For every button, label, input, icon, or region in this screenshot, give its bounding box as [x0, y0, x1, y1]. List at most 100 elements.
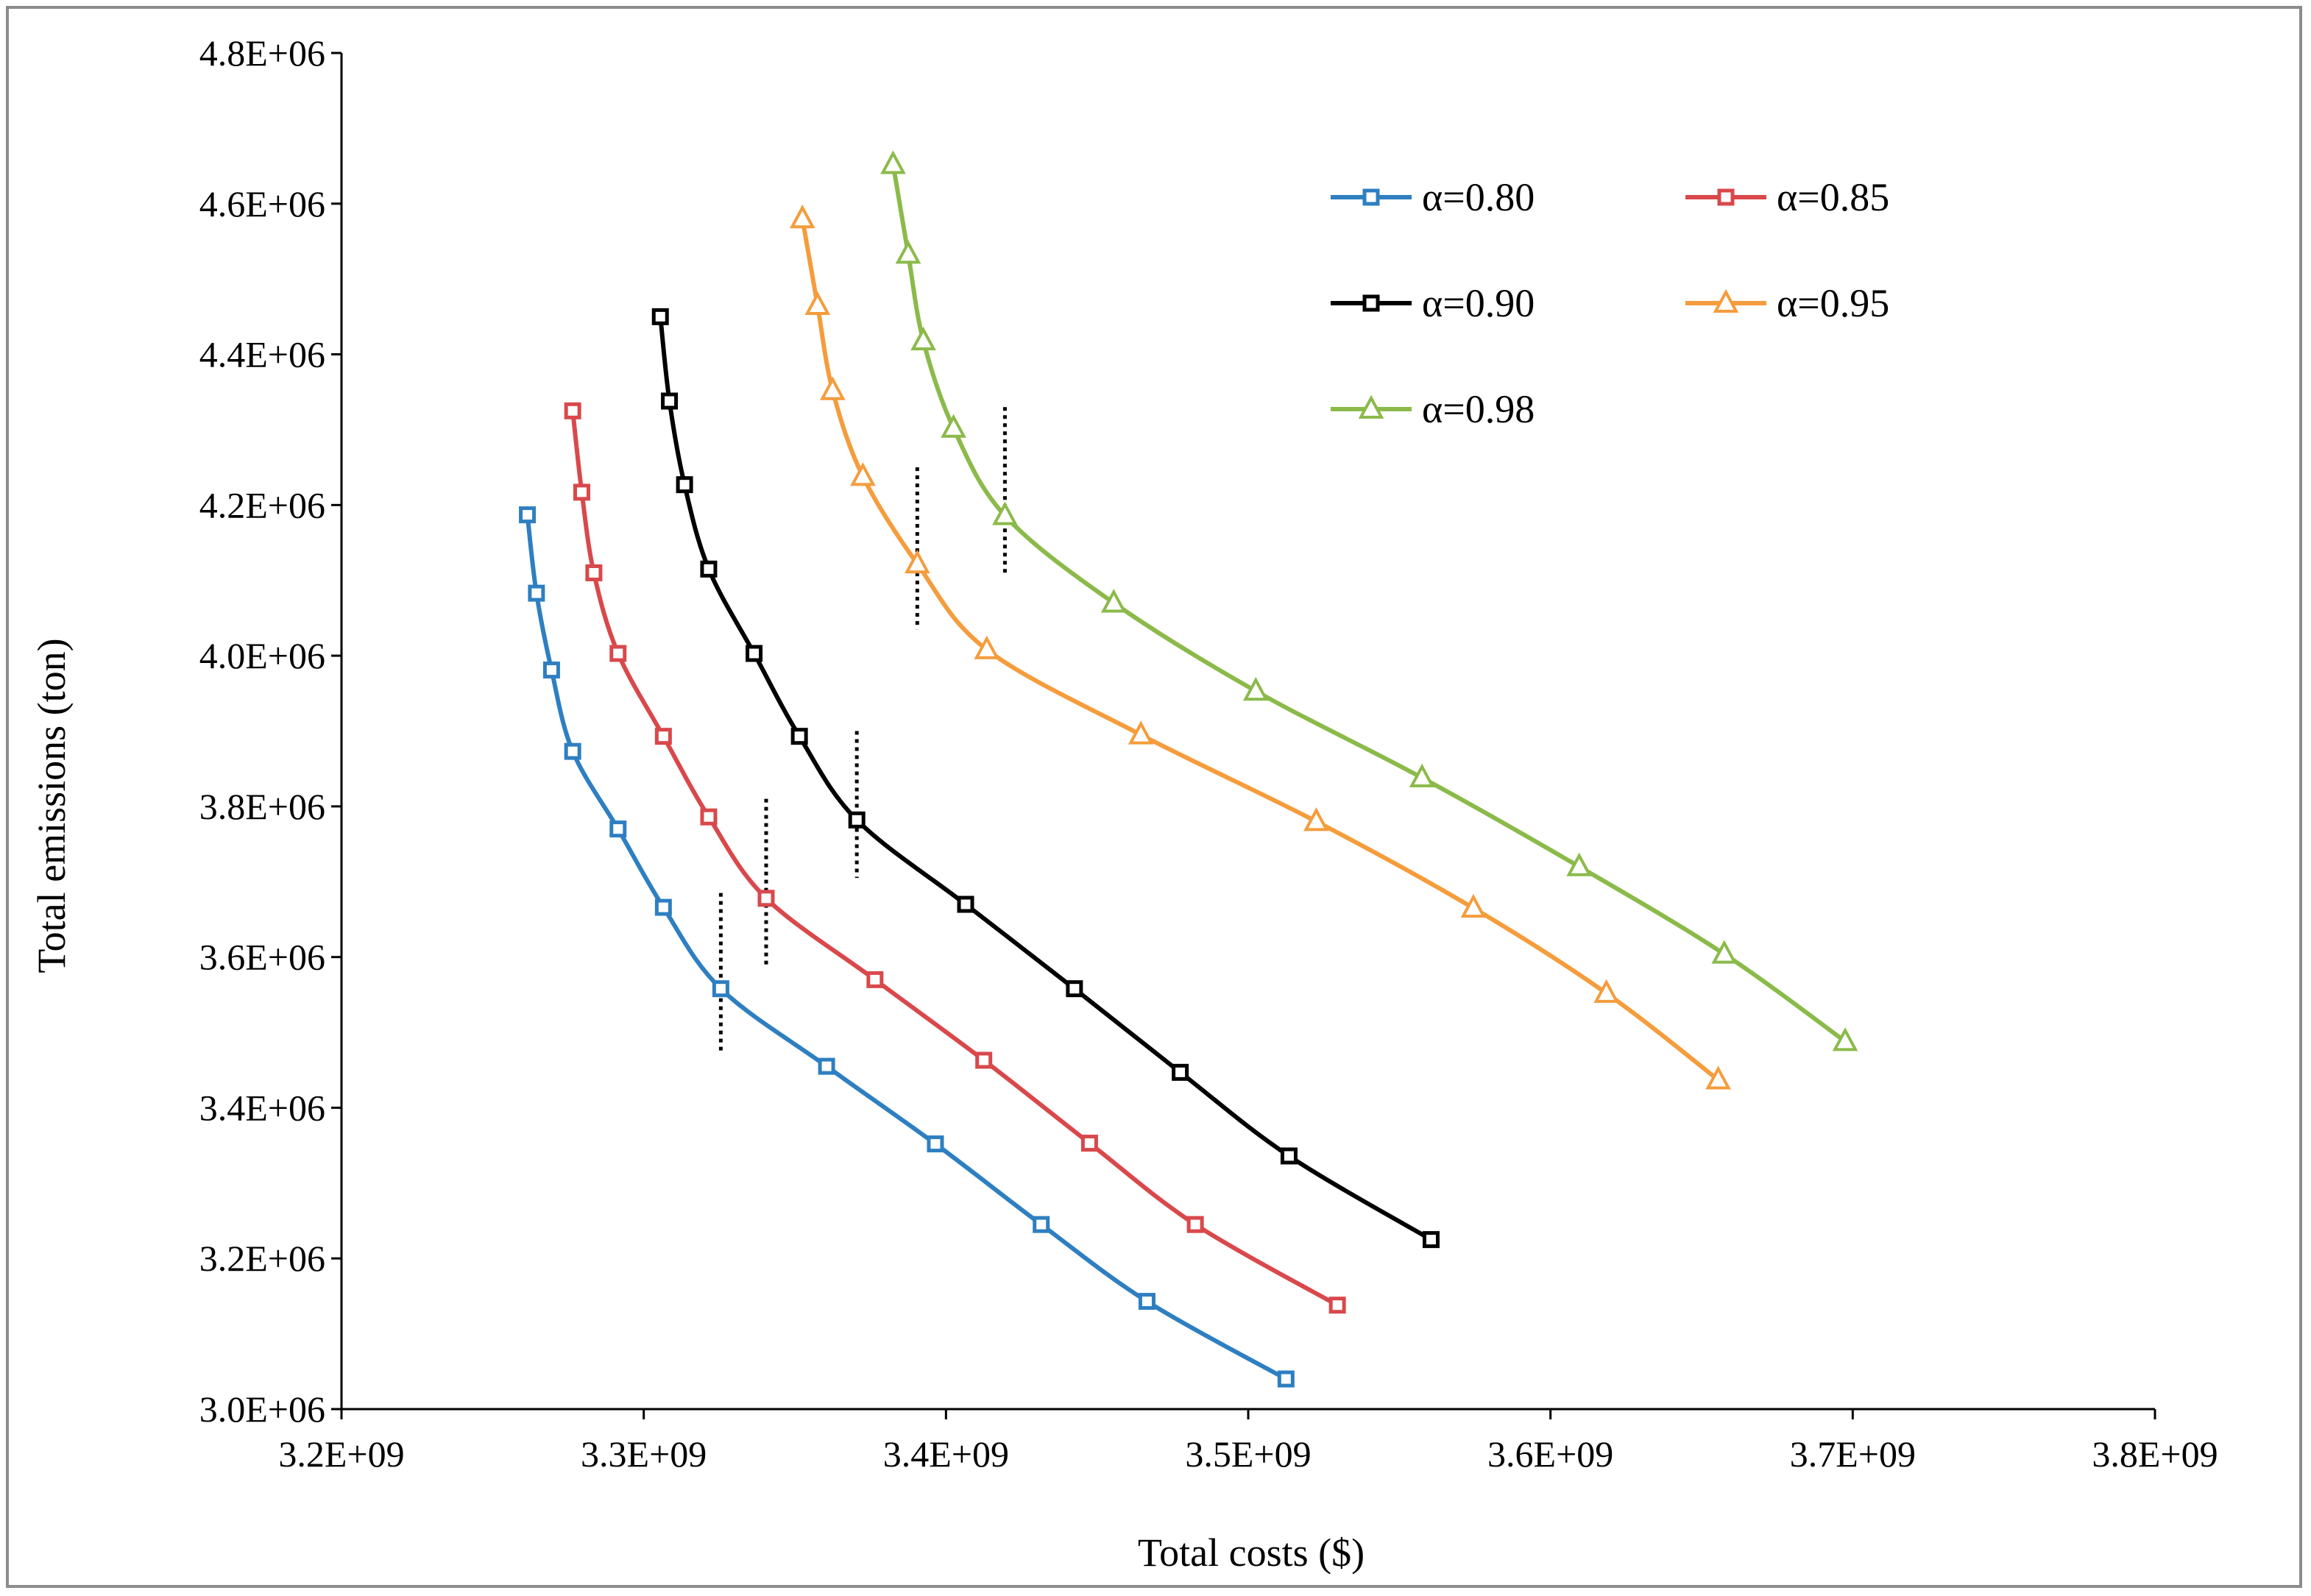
- series-layer: [519, 150, 1858, 1388]
- data-point: [1080, 1135, 1098, 1152]
- data-point: [904, 549, 930, 574]
- data-point: [850, 462, 876, 486]
- legend-item: α=0.80: [1331, 175, 1535, 219]
- data-point: [927, 1135, 944, 1153]
- data-point: [1593, 979, 1619, 1003]
- data-point: [1711, 940, 1738, 964]
- data-point: [700, 560, 718, 578]
- data-point: [746, 645, 763, 662]
- series-line: [658, 316, 1433, 1242]
- data-point: [1277, 1370, 1295, 1388]
- legend-label: α=0.80: [1422, 175, 1535, 219]
- data-point: [1303, 807, 1329, 831]
- legend-label: α=0.95: [1777, 281, 1889, 325]
- legend-label: α=0.85: [1777, 175, 1889, 219]
- x-tick-label: 3.6E+09: [1487, 1433, 1613, 1475]
- legend-marker: [1362, 188, 1380, 206]
- data-point: [1172, 1063, 1189, 1081]
- x-axis-title: Total costs ($): [1138, 1531, 1365, 1575]
- y-tick-label: 4.2E+06: [199, 484, 325, 525]
- data-point: [1832, 1027, 1858, 1051]
- legend-item: α=0.90: [1331, 281, 1535, 325]
- data-point: [609, 820, 627, 838]
- legend-label: α=0.90: [1422, 281, 1535, 325]
- data-point: [957, 895, 974, 913]
- series-1: [564, 402, 1346, 1314]
- data-point: [676, 476, 693, 494]
- series-0: [519, 506, 1295, 1388]
- chart-frame: [6, 6, 2302, 1588]
- data-point: [585, 564, 603, 581]
- data-point: [818, 1057, 835, 1075]
- series-line: [570, 410, 1339, 1308]
- data-point: [712, 980, 729, 998]
- data-point: [1705, 1065, 1731, 1090]
- data-point: [528, 584, 545, 602]
- data-point: [1242, 677, 1269, 701]
- legend-marker: [1717, 188, 1735, 206]
- series-3: [789, 205, 1731, 1090]
- data-point: [1066, 980, 1083, 998]
- data-point: [700, 808, 718, 826]
- data-point: [654, 728, 672, 745]
- legend-item: α=0.95: [1685, 281, 1889, 325]
- data-point: [1128, 720, 1154, 745]
- data-point: [542, 662, 560, 679]
- data-point: [941, 414, 966, 438]
- x-tick-label: 3.5E+09: [1185, 1433, 1311, 1475]
- data-point: [910, 326, 936, 351]
- data-point: [1186, 1216, 1204, 1233]
- y-tick-label: 3.2E+06: [199, 1238, 325, 1279]
- data-point: [804, 291, 831, 316]
- annotations: [718, 407, 1007, 1051]
- y-tick-label: 4.4E+06: [199, 334, 325, 375]
- x-tick-label: 3.3E+09: [581, 1433, 707, 1475]
- data-point: [651, 308, 669, 325]
- data-point: [609, 645, 627, 662]
- legend-label: α=0.98: [1422, 387, 1535, 431]
- x-tick-label: 3.2E+09: [278, 1433, 404, 1475]
- data-point: [1460, 893, 1487, 918]
- data-point: [1280, 1147, 1298, 1165]
- data-point: [1566, 852, 1593, 876]
- data-point: [573, 483, 590, 501]
- data-point: [880, 150, 906, 174]
- data-point: [654, 898, 672, 916]
- data-point: [1422, 1231, 1440, 1249]
- axes: 3.0E+06 3.2E+06 3.4E+06 3.6E+06 3.8E+06 4.0E+…: [199, 32, 2218, 1475]
- x-tick-label: 3.4E+09: [883, 1433, 1009, 1475]
- y-tick-label: 4.6E+06: [199, 183, 325, 224]
- data-point: [661, 392, 679, 410]
- x-tick-label: 3.7E+09: [1790, 1433, 1916, 1475]
- data-point: [564, 742, 581, 760]
- y-tick-label: 4.8E+06: [199, 32, 325, 74]
- y-tick-label: 3.8E+06: [199, 786, 325, 827]
- data-point: [1328, 1297, 1346, 1314]
- data-point: [848, 811, 866, 829]
- data-point: [866, 971, 884, 988]
- y-tick-label: 3.4E+06: [199, 1087, 325, 1128]
- data-point: [1033, 1216, 1050, 1233]
- legend-item: α=0.85: [1685, 175, 1889, 219]
- series-line: [525, 514, 1287, 1381]
- data-point: [564, 402, 581, 419]
- data-point: [1100, 589, 1127, 613]
- legend-marker: [1713, 288, 1739, 313]
- legend-marker: [1362, 294, 1380, 312]
- series-line: [800, 218, 1720, 1082]
- data-point: [975, 1051, 993, 1069]
- data-point: [1409, 763, 1435, 787]
- y-tick-label: 4.0E+06: [199, 635, 325, 676]
- data-point: [519, 506, 537, 524]
- legend: α=0.80 α=0.85 α=0.90 α=0.95 α=0.98: [1331, 175, 1889, 431]
- data-point: [974, 635, 1000, 659]
- series-4: [880, 150, 1858, 1051]
- x-tick-label: 3.8E+09: [2092, 1433, 2218, 1475]
- y-axis-title: Total emissions (ton): [29, 638, 74, 973]
- data-point: [757, 890, 775, 907]
- data-point: [992, 501, 1018, 525]
- y-tick-label: 3.6E+06: [199, 937, 325, 978]
- legend-marker: [1358, 394, 1384, 419]
- data-point: [789, 205, 815, 229]
